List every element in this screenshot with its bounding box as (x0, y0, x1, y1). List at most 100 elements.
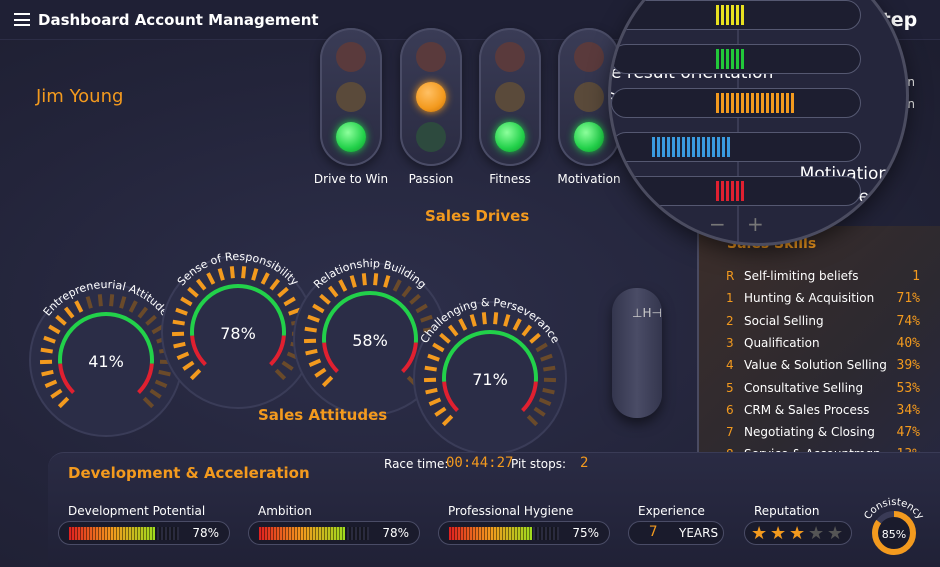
metric-bar-fill (69, 527, 155, 540)
traffic-lamp (416, 82, 446, 112)
traffic-lamp (495, 122, 525, 152)
skill-name: Self-limiting beliefs (744, 269, 859, 283)
traffic-light-label: Passion (408, 172, 454, 186)
star-icon: ★ (770, 523, 787, 544)
experience-value: 7 (649, 524, 658, 540)
sales-attitudes-title: Sales Attitudes (258, 406, 388, 424)
experience-unit: YEARS (679, 526, 719, 540)
skill-name: Hunting & Acquisition (744, 291, 875, 306)
metric-bar-track (69, 527, 179, 540)
metric-bar-track (449, 527, 559, 540)
magnified-bar-track (611, 88, 861, 118)
metric-label: Professional Hygiene (448, 504, 574, 518)
skill-number: 4 (726, 358, 734, 373)
traffic-lamp (416, 42, 446, 72)
skill-value: 47% (896, 425, 920, 441)
skill-name: CRM & Sales Process (744, 402, 870, 417)
experience-box: 7 YEARS (628, 521, 724, 545)
development-title: Development & Acceleration (68, 464, 310, 482)
traffic-lamp (336, 42, 366, 72)
reputation-label: Reputation (754, 504, 820, 518)
traffic-light (320, 28, 382, 166)
skill-row: 4 Value & Solution Selling 39% (724, 358, 920, 378)
skill-name: Negotiating & Closing (744, 425, 875, 440)
zoom-in-icon[interactable]: + (747, 212, 764, 236)
metric-bar-track (259, 527, 369, 540)
star-icon: ★ (808, 523, 825, 544)
skill-number: R (726, 269, 735, 283)
pit-stops-value: 2 (580, 455, 589, 471)
magnified-bar-track (611, 0, 861, 30)
app-title: Dashboard Account Management (38, 11, 319, 29)
skill-name: Social Selling (744, 313, 824, 328)
gear-knob (612, 288, 662, 418)
magnified-bar-track (611, 176, 861, 206)
magnified-bar-track (611, 132, 861, 162)
star-icon: ★ (751, 523, 768, 544)
magnified-bar (716, 93, 796, 113)
sales-skills-panel (697, 226, 940, 476)
skill-value: 53% (896, 380, 920, 396)
skill-row: 1 Hunting & Acquisition 71% (724, 291, 920, 311)
traffic-lamp (416, 122, 446, 152)
metric-bar-fill (259, 527, 345, 540)
traffic-light (479, 28, 541, 166)
magnified-bar (716, 49, 746, 69)
star-icon: ★ (827, 523, 844, 544)
hamburger-menu-icon[interactable] (14, 13, 30, 26)
skill-row: 7 Negotiating & Closing 47% (724, 425, 920, 445)
skill-number: 7 (726, 425, 734, 440)
consistency-arc (872, 511, 916, 555)
skill-row: 2 Social Selling 74% (724, 314, 920, 334)
magnified-bar (716, 181, 746, 201)
skill-value: 1 (912, 269, 920, 284)
sales-drives-title: Sales Drives (425, 207, 530, 225)
skill-number: 6 (726, 402, 734, 417)
skill-number: 1 (726, 291, 734, 306)
traffic-lamp (495, 42, 525, 72)
metric-bar-fill (449, 527, 532, 540)
pit-stops-label: Pit stops: (511, 457, 567, 471)
skill-value: 74% (896, 313, 920, 329)
experience-label: Experience (638, 504, 705, 518)
skill-row: 3 Qualification 40% (724, 336, 920, 356)
magnified-bar (716, 5, 746, 25)
skill-number: 3 (726, 335, 734, 350)
magnified-bar-track (611, 44, 861, 74)
star-icon: ★ (789, 523, 806, 544)
traffic-light-label: Motivation (557, 172, 621, 186)
skill-value: 40% (896, 335, 920, 351)
traffic-lamp (574, 82, 604, 112)
traffic-lamp (495, 82, 525, 112)
metric-label: Development Potential (68, 504, 206, 518)
traffic-lamp (336, 122, 366, 152)
traffic-lamp (574, 122, 604, 152)
magnifier-lens[interactable]: Orange result orientation most => import… (611, 0, 906, 243)
magnifier-axis-line (737, 0, 739, 243)
consistency-ring: 85%Consistency (862, 497, 926, 555)
skill-row: R Self-limiting beliefs 1 (724, 269, 920, 289)
skill-number: 2 (726, 313, 734, 328)
development-panel (48, 452, 940, 567)
zoom-out-icon[interactable]: − (709, 212, 726, 236)
race-time-value: 00:44:27 (446, 455, 514, 471)
traffic-light-label: Fitness (489, 172, 531, 186)
skill-number: 5 (726, 380, 734, 395)
consistency-value: 85% (882, 528, 906, 541)
race-time-label: Race time: (384, 457, 449, 471)
skill-name: Qualification (744, 335, 820, 350)
traffic-light-label: Drive to Win (313, 172, 389, 186)
reputation-stars: ★ ★ ★ ★ ★ (744, 521, 852, 545)
metric-value: 78% (382, 526, 409, 540)
skill-value: 71% (896, 291, 920, 307)
metric-bar: 75% (438, 521, 610, 545)
skill-name: Value & Solution Selling (744, 358, 887, 373)
skill-row: 5 Consultative Selling 53% (724, 381, 920, 401)
metric-value: 75% (572, 526, 599, 540)
traffic-lamp (574, 42, 604, 72)
traffic-light (558, 28, 620, 166)
traffic-light (400, 28, 462, 166)
metric-value: 78% (192, 526, 219, 540)
metric-bar: 78% (58, 521, 230, 545)
skill-value: 34% (896, 402, 920, 418)
